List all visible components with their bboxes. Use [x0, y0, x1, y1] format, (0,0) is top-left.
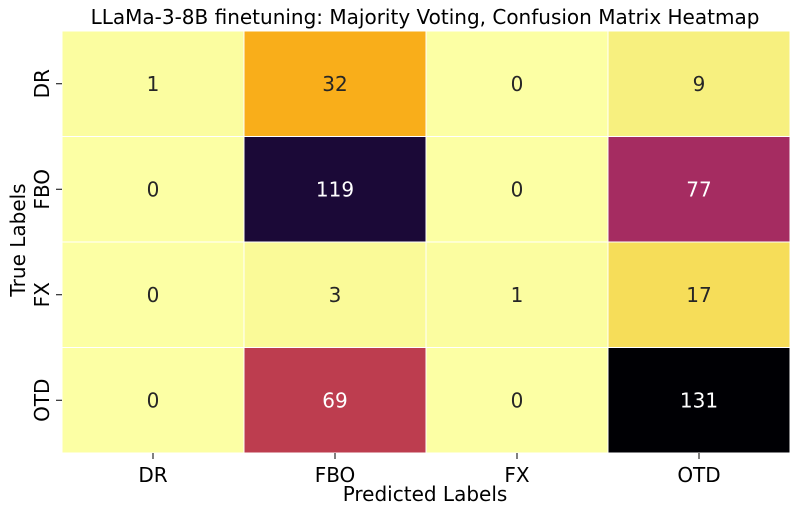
x-axis-label: Predicted Labels [343, 482, 508, 506]
heatmap-cell-DR-OTD [607, 30, 791, 137]
cell-value-label: 0 [511, 177, 524, 201]
cell-value-label: 131 [680, 388, 718, 412]
heatmap-cell-OTD-OTD [607, 347, 791, 454]
cell-value-label: 1 [147, 72, 160, 96]
chart-title: LLaMa-3-8B finetuning: Majority Voting, … [91, 5, 760, 29]
cell-value-label: 119 [316, 177, 354, 201]
heatmap-cell-FX-OTD [607, 241, 791, 348]
heatmap-cell-OTD-FBO [243, 347, 427, 454]
x-tick-label: OTD [677, 463, 720, 487]
y-tick-label: DR [30, 69, 54, 98]
cell-value-label: 32 [322, 72, 347, 96]
heatmap-cell-OTD-DR [61, 347, 245, 454]
heatmap-cell-FBO-OTD [607, 136, 791, 243]
y-tick-label: FX [30, 282, 54, 308]
cell-value-label: 17 [686, 283, 711, 307]
cell-value-label: 0 [147, 177, 160, 201]
cell-value-label: 0 [147, 283, 160, 307]
cell-value-label: 0 [511, 388, 524, 412]
heatmap-cell-DR-FBO [243, 30, 427, 137]
cell-value-label: 0 [147, 388, 160, 412]
x-tick-label: FBO [315, 463, 356, 487]
heatmap-cell-DR-FX [425, 30, 609, 137]
x-tick-label: DR [138, 463, 167, 487]
heatmap-cells [61, 30, 791, 454]
cell-value-label: 77 [686, 177, 711, 201]
heatmap-cell-OTD-FX [425, 347, 609, 454]
cell-value-label: 69 [322, 388, 347, 412]
cell-value-label: 9 [693, 72, 706, 96]
cell-value-label: 0 [511, 72, 524, 96]
y-tick-label: OTD [30, 379, 54, 422]
heatmap-cell-labels: 1 32 0 9 0 119 0 77 0 3 1 17 0 69 0 131 [147, 72, 718, 413]
cell-value-label: 3 [329, 283, 342, 307]
x-tick-label: FX [504, 463, 530, 487]
heatmap-cell-FBO-DR [61, 136, 245, 243]
cell-value-label: 1 [511, 283, 524, 307]
heatmap-cell-FX-FBO [243, 241, 427, 348]
y-tick-label: FBO [30, 169, 54, 210]
heatmap-cell-DR-DR [61, 30, 245, 137]
y-axis-ticks: DR FBO FX OTD [30, 69, 62, 422]
x-axis-ticks: DR FBO FX OTD [138, 453, 721, 487]
y-axis-label: True Labels [6, 183, 30, 297]
heatmap-cell-FBO-FBO [243, 136, 427, 243]
